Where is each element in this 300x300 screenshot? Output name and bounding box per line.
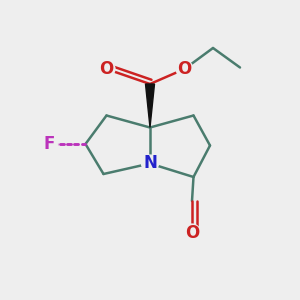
Text: F: F [44, 135, 55, 153]
Text: O: O [99, 60, 114, 78]
Text: N: N [143, 154, 157, 172]
Circle shape [142, 155, 158, 172]
Circle shape [176, 61, 193, 77]
Circle shape [98, 61, 115, 77]
Circle shape [41, 136, 58, 152]
Text: O: O [177, 60, 192, 78]
Polygon shape [146, 84, 154, 128]
Circle shape [184, 224, 200, 241]
Text: O: O [185, 224, 199, 242]
